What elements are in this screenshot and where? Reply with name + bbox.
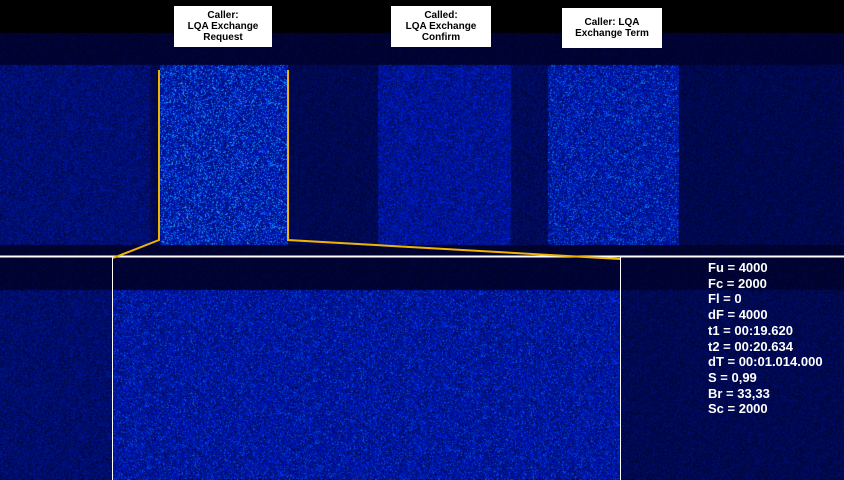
annotation-lqa-term: Caller: LQA Exchange Term (562, 8, 662, 48)
readout-t2: t2 = 00:20.634 (708, 338, 793, 354)
measurement-readout: Fu = 4000 Fc = 2000 Fl = 0 dF = 4000 t1 … (708, 260, 823, 417)
readout-fu: Fu = 4000 (708, 260, 768, 275)
readout-s: S = 0,99 (708, 369, 757, 385)
annotation-lqa-confirm: Called: LQA Exchange Confirm (391, 6, 491, 47)
readout-br: Br = 33,33 (708, 385, 770, 401)
readout-fc: Fc = 2000 (708, 275, 767, 291)
readout-t1: t1 = 00:19.620 (708, 322, 793, 338)
selection-end-marker[interactable] (287, 70, 621, 260)
selection-start-marker[interactable] (112, 70, 160, 259)
readout-fl: Fl = 0 (708, 291, 742, 307)
readout-sc: Sc = 2000 (708, 401, 768, 417)
readout-df: dF = 4000 (708, 307, 768, 323)
annotation-lqa-request: Caller: LQA Exchange Request (174, 6, 272, 47)
readout-dt: dT = 00:01.014.000 (708, 354, 823, 370)
